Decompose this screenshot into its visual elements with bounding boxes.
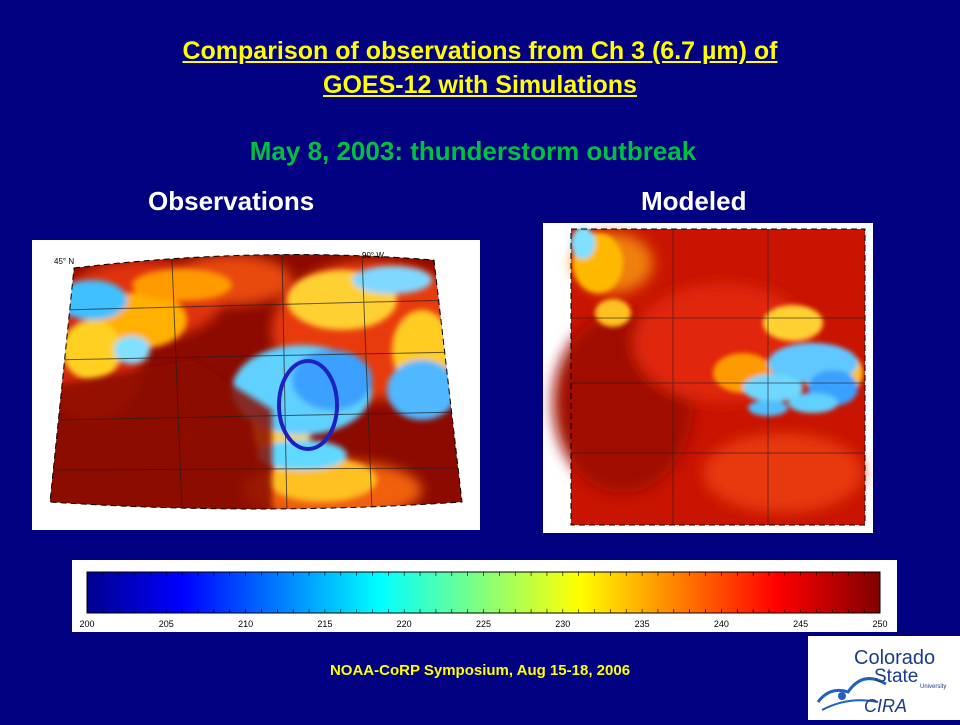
modeled-label: Modeled bbox=[641, 186, 747, 216]
observations-map-image: 45° N 90° W bbox=[32, 240, 480, 530]
highlight-ellipse bbox=[277, 359, 339, 451]
svg-text:Colorado: Colorado bbox=[854, 647, 935, 669]
logo-swoosh-icon bbox=[816, 677, 887, 703]
colorbar-svg: 200 205 210 215 220 225 230 235 240 245 250 bbox=[79, 571, 888, 629]
slide-subtitle: May 8, 2003: thunderstorm outbreak bbox=[249, 136, 697, 166]
footer-text: NOAA-CoRP Symposium, Aug 15-18, 2006 bbox=[329, 662, 631, 679]
colorbar-tick-label: 235 bbox=[635, 619, 650, 629]
colorbar-tick-label: 200 bbox=[79, 619, 94, 629]
svg-text:CIRA: CIRA bbox=[864, 696, 907, 716]
colorbar-tick-label: 205 bbox=[159, 619, 174, 629]
colorbar-tick-label: 230 bbox=[555, 619, 570, 629]
svg-text:State: State bbox=[874, 666, 918, 687]
colorbar-tick-label: 225 bbox=[476, 619, 491, 629]
observations-label: Observations bbox=[148, 186, 315, 216]
longitude-label: 90° W bbox=[362, 251, 384, 260]
colorado-state-cira-logo: Colorado State University CIRA bbox=[808, 636, 960, 720]
colorbar-tick-label: 240 bbox=[714, 619, 729, 629]
latitude-label: 45° N bbox=[54, 257, 74, 266]
colorbar-tick-label: 215 bbox=[317, 619, 332, 629]
svg-text:University: University bbox=[920, 684, 946, 690]
slide-title-line2: GOES-12 with Simulations bbox=[323, 71, 637, 99]
colorbar-tick-label: 245 bbox=[793, 619, 808, 629]
colorbar: 200 205 210 215 220 225 230 235 240 245 250 bbox=[72, 560, 897, 632]
colorbar-ticks: 200 205 210 215 220 225 230 235 240 245 250 bbox=[79, 572, 888, 629]
observations-map-svg: 45° N 90° W bbox=[49, 251, 463, 510]
colorbar-tick-label: 220 bbox=[397, 619, 412, 629]
slide-title-line1: Comparison of observations from Ch 3 (6.… bbox=[182, 37, 778, 65]
colorbar-tick-label: 210 bbox=[238, 619, 253, 629]
logo-svg: Colorado State University CIRA bbox=[816, 647, 946, 716]
colorbar-tick-label: 250 bbox=[872, 619, 887, 629]
modeled-map-svg bbox=[553, 227, 866, 526]
colorbar-gradient bbox=[86, 571, 881, 614]
modeled-map-image bbox=[543, 223, 873, 533]
slide-title: Comparison of observations from Ch 3 (6.… bbox=[0, 34, 960, 102]
